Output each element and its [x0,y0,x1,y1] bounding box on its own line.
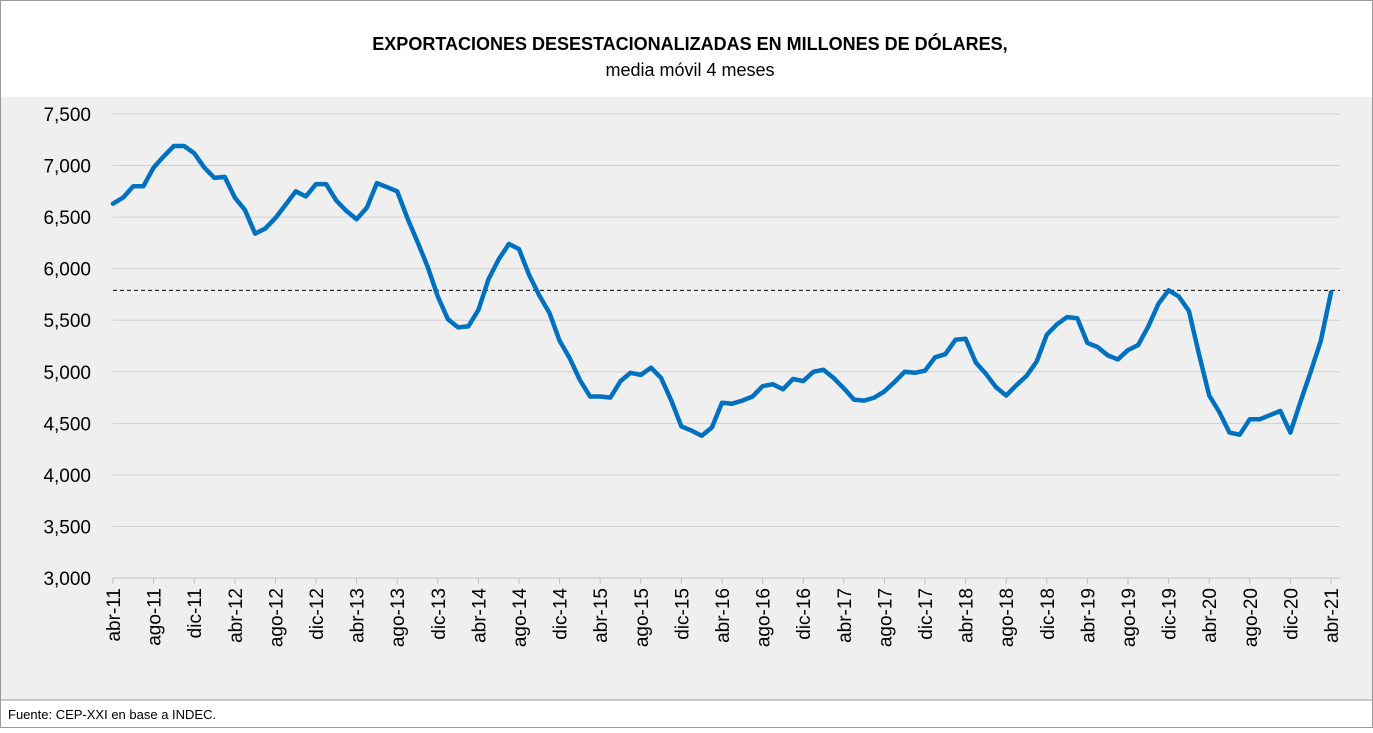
x-tick-label: dic-18 [1038,588,1059,640]
x-tick-label: ago-11 [145,588,166,646]
x-tick-label: ago-17 [875,588,896,647]
x-tick-label: dic-15 [672,588,693,640]
x-tick-label: abr-13 [348,588,369,643]
x-tick-label: ago-19 [1119,588,1140,647]
x-tick-label: abr-17 [835,588,856,643]
y-tick-label: 6,500 [43,208,91,229]
x-tick-label: abr-12 [226,588,247,643]
x-tick-label: ago-16 [754,588,775,647]
x-tick-label: abr-14 [469,588,490,643]
x-tick-label: abr-21 [1322,588,1343,643]
x-tick-label: dic-20 [1281,588,1302,640]
chart-subtitle: media móvil 4 meses [605,60,774,80]
x-tick-label: dic-13 [429,588,450,640]
chart-title: EXPORTACIONES DESESTACIONALIZADAS EN MIL… [372,33,1007,54]
y-tick-label: 6,000 [43,260,91,281]
x-tick-label: abr-11 [104,588,125,642]
x-tick-label: dic-17 [916,588,937,640]
x-tick-label: dic-16 [794,588,815,640]
x-tick-label: abr-18 [957,588,978,643]
x-tick-label: ago-12 [266,588,287,647]
y-tick-label: 3,000 [43,569,91,590]
y-tick-label: 7,000 [43,157,91,178]
plot-background [1,97,1372,700]
x-tick-label: abr-20 [1200,588,1221,643]
x-tick-label: abr-16 [713,588,734,643]
x-tick-label: abr-15 [591,588,612,643]
x-tick-label: dic-14 [551,588,572,640]
x-tick-label: dic-11 [185,588,206,638]
x-tick-label: dic-19 [1160,588,1181,640]
x-tick-label: ago-20 [1241,588,1262,647]
y-tick-label: 7,500 [43,105,91,126]
source-note: Fuente: CEP-XXI en base a INDEC. [8,707,216,722]
y-tick-label: 5,000 [43,363,91,384]
y-tick-label: 4,500 [43,414,91,435]
x-tick-label: ago-13 [388,588,409,647]
y-tick-label: 5,500 [43,311,91,332]
x-tick-label: ago-14 [510,588,531,648]
x-tick-label: ago-18 [997,588,1018,647]
x-tick-label: abr-19 [1078,588,1099,643]
x-tick-label: ago-15 [632,588,653,647]
y-tick-label: 4,000 [43,466,91,487]
y-tick-label: 3,500 [43,517,91,538]
x-tick-label: dic-12 [307,588,328,640]
series-line [110,143,1334,438]
